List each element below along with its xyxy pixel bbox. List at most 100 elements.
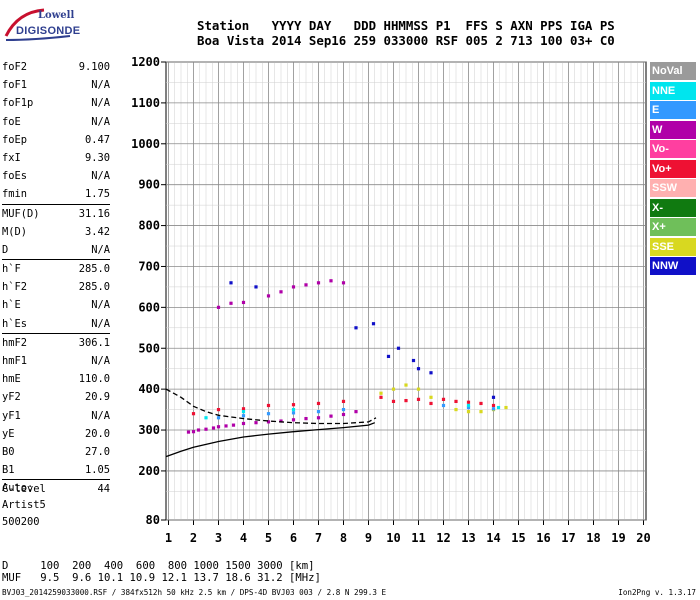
legend-item-w: W xyxy=(650,120,696,139)
param-row-yf1: yF1 N/A xyxy=(2,407,112,425)
x-tick-label: 5 xyxy=(265,531,272,545)
echo-point-e xyxy=(466,405,471,410)
panel-separator xyxy=(2,259,110,261)
param-value: 1.75 xyxy=(84,188,110,201)
echo-point-e xyxy=(341,407,346,412)
x-tick-label: 6 xyxy=(290,531,297,545)
auto-label: Auto: xyxy=(2,482,34,494)
param-row-hf2: h`F2 285.0 xyxy=(2,278,112,296)
echo-point-sse xyxy=(429,395,433,399)
param-row-he: h`E N/A xyxy=(2,296,112,314)
echo-point-nnw xyxy=(411,358,416,363)
y-tick-label: 200 xyxy=(138,464,160,478)
y-tick-label: 700 xyxy=(138,259,160,273)
panel-separator xyxy=(2,332,110,334)
echo-point-vo xyxy=(316,401,321,406)
echo-point-sse xyxy=(404,383,408,387)
echo-point-sse xyxy=(466,410,471,414)
echo-point-w xyxy=(266,294,271,298)
echo-point-vo xyxy=(466,400,471,404)
echo-point-w xyxy=(291,285,296,289)
echo-point-sse xyxy=(454,407,458,412)
x-tick-label: 11 xyxy=(411,531,425,545)
echo-point-w xyxy=(216,305,221,309)
param-label: yE xyxy=(2,427,15,440)
echo-point-nnw xyxy=(254,285,258,289)
echo-point-vo xyxy=(216,407,221,412)
y-tick-label: 1000 xyxy=(131,137,160,151)
echo-point-w xyxy=(204,427,208,431)
param-value: 3.42 xyxy=(84,225,110,238)
echo-point-w xyxy=(341,412,346,417)
echo-point-w xyxy=(316,416,321,420)
echo-point-sse xyxy=(391,387,396,391)
y-tick-label: 900 xyxy=(138,178,160,192)
logo-swoosh-icon xyxy=(4,8,71,41)
param-label: foF2 xyxy=(2,61,28,73)
echo-point-w xyxy=(354,410,358,414)
echo-point-nne xyxy=(496,405,501,410)
echo-point-e xyxy=(316,410,321,414)
trace-profile xyxy=(165,422,376,458)
param-label: B1 xyxy=(2,464,15,477)
echo-point-w xyxy=(241,421,246,426)
echo-point-nnw xyxy=(429,371,433,375)
legend-item-e: E xyxy=(650,101,696,120)
param-row-fof1p: foF1p N/A xyxy=(2,94,112,112)
param-value: 9.30 xyxy=(84,151,110,164)
echo-point-vo xyxy=(379,395,383,399)
param-row-b1: B1 1.05 xyxy=(2,461,112,479)
echo-point-vo xyxy=(266,403,271,408)
parameter-panel: foF2 9.100 foF1 N/A foF1p N/A foE N/A foEp 0.47 fx… xyxy=(2,58,112,499)
param-row-yf2: yF2 20.9 xyxy=(2,388,112,406)
echo-point-w xyxy=(316,281,321,285)
param-row-hes: h`Es N/A xyxy=(2,315,112,333)
legend-item-vo: Vo- xyxy=(650,140,696,159)
echo-point-w xyxy=(229,301,233,305)
logo-text-digisonde: DIGISONDE xyxy=(16,25,81,37)
echo-point-vo xyxy=(416,397,421,401)
legend-item-x: X+ xyxy=(650,218,696,237)
param-value: N/A xyxy=(91,79,110,92)
legend-item-ssw: SSW xyxy=(650,179,696,198)
echo-point-vo xyxy=(429,401,433,406)
param-label: fxI xyxy=(2,151,21,164)
param-value: 285.0 xyxy=(78,263,110,276)
distance-muf-table: D 100 200 400 600 800 1000 1500 3000 [km… xyxy=(2,560,321,584)
x-tick-label: 1 xyxy=(165,531,172,545)
param-value: 306.1 xyxy=(78,336,110,349)
param-value: 1.05 xyxy=(84,464,110,477)
x-tick-label: 8 xyxy=(340,531,347,545)
legend-item-nne: NNE xyxy=(650,81,696,100)
param-label: M(D) xyxy=(2,225,28,238)
param-row-foe: foE N/A xyxy=(2,113,112,131)
param-row-hme: hmE 110.0 xyxy=(2,370,112,388)
echo-point-w xyxy=(329,279,333,283)
echo-point-vo xyxy=(241,407,246,411)
y-tick-label: 80 xyxy=(146,513,160,527)
echo-point-w xyxy=(291,418,296,422)
echo-point-e xyxy=(241,414,246,418)
param-value: N/A xyxy=(91,355,110,367)
echo-point-nnw xyxy=(416,367,421,371)
param-row-ye: yE 20.0 xyxy=(2,425,112,443)
echo-point-e xyxy=(266,412,271,416)
echo-point-e xyxy=(491,407,496,411)
y-tick-label: 300 xyxy=(138,423,160,437)
x-tick-label: 13 xyxy=(461,531,475,545)
y-tick-label: 1200 xyxy=(131,55,160,69)
param-value: 20.0 xyxy=(84,427,110,440)
distance-row: D 100 200 400 600 800 1000 1500 3000 [km… xyxy=(2,560,315,572)
param-value: 285.0 xyxy=(78,281,110,294)
param-row-md: M(D) 3.42 xyxy=(2,223,112,241)
param-row-hmf1: hmF1 N/A xyxy=(2,352,112,370)
param-row-fxi: fxI 9.30 xyxy=(2,149,112,167)
echo-point-sse xyxy=(416,387,421,391)
header-field-names: Station YYYY DAY DDD HHMMSS P1 FFS S AXN… xyxy=(197,18,615,33)
auto-version: 500200 xyxy=(2,516,40,528)
echo-point-sse xyxy=(479,410,483,414)
echo-point-vo xyxy=(441,397,446,401)
x-tick-label: 20 xyxy=(636,531,650,545)
param-row-fof2: foF2 9.100 xyxy=(2,58,112,76)
legend-item-vo: Vo+ xyxy=(650,159,696,178)
